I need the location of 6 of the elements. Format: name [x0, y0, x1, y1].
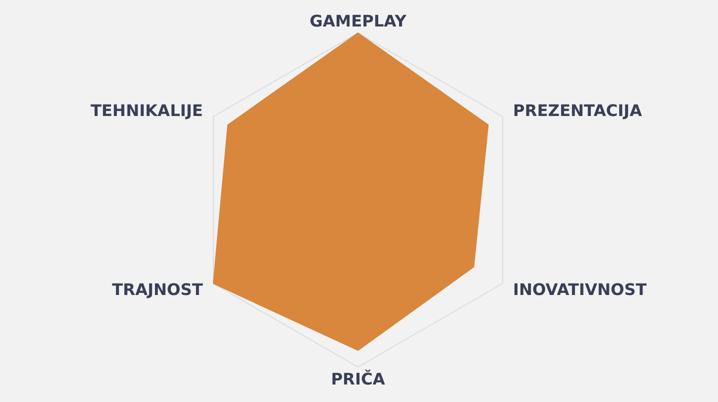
spoke-label: PRIČA [330, 370, 386, 388]
spoke-label: TRAJNOST [112, 280, 204, 299]
spoke-label: INOVATIVNOST [513, 280, 647, 299]
spoke-label: PREZENTACIJA [513, 101, 643, 120]
spoke-label: GAMEPLAY [310, 12, 407, 30]
spoke-label: TEHNIKALIJE [90, 101, 203, 120]
